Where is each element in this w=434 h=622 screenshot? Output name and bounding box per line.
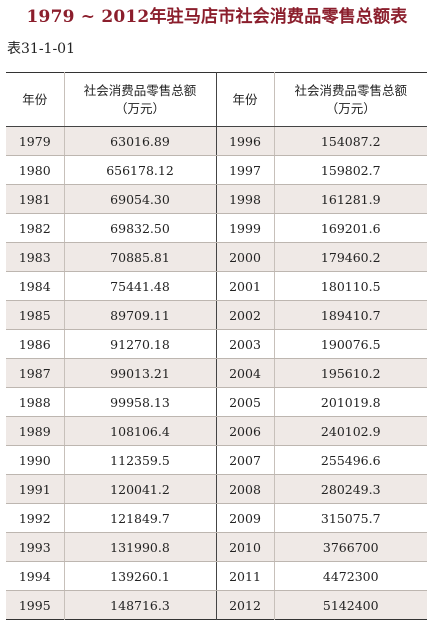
year-cell-right: 2011 <box>215 561 274 591</box>
table-row: 1986 91270.18 2003 190076.5 <box>6 329 427 359</box>
table-id: 表31-1-01 <box>7 41 75 57</box>
year-cell-left: 1990 <box>6 445 64 475</box>
retail-sales-table: 年份 社会消费品零售总额 （万元） 年份 社会消费品零售总额 （万元） 1979 63… <box>6 72 427 620</box>
table-row: 1983 70885.81 2000 179460.2 <box>6 242 427 272</box>
year-cell-right: 1997 <box>215 155 274 185</box>
table-row: 1987 99013.21 2004 195610.2 <box>6 358 427 388</box>
table-row: 1988 99958.13 2005 201019.8 <box>6 387 427 417</box>
amount-cell-right: 195610.2 <box>273 358 427 388</box>
amount-cell-left: 63016.89 <box>63 126 216 156</box>
table-row: 1990 112359.5 2007 255496.6 <box>6 445 427 475</box>
amount-cell-left: 121849.7 <box>63 503 216 533</box>
amount-cell-right: 169201.6 <box>273 213 427 243</box>
table-row: 1985 89709.11 2002 189410.7 <box>6 300 427 330</box>
amount-cell-left: 91270.18 <box>63 329 216 359</box>
amount-cell-left: 75441.48 <box>63 271 216 301</box>
table-row: 1982 69832.50 1999 169201.6 <box>6 213 427 243</box>
table-row: 1995 148716.3 2012 5142400 <box>6 590 427 620</box>
amount-cell-left: 139260.1 <box>63 561 216 591</box>
year-cell-right: 2003 <box>215 329 274 359</box>
amount-cell-right: 154087.2 <box>273 126 427 156</box>
year-cell-left: 1986 <box>6 329 64 359</box>
amount-cell-right: 190076.5 <box>273 329 427 359</box>
amount-cell-left: 131990.8 <box>63 532 216 562</box>
table-row: 1980 656178.12 1997 159802.7 <box>6 155 427 185</box>
year-cell-right: 1998 <box>215 184 274 214</box>
amount-cell-right: 3766700 <box>273 532 427 562</box>
year-cell-right: 2002 <box>215 300 274 330</box>
year-cell-left: 1979 <box>6 126 64 156</box>
amount-cell-left: 69054.30 <box>63 184 216 214</box>
year-cell-left: 1989 <box>6 416 64 446</box>
year-cell-right: 1996 <box>215 126 274 156</box>
year-cell-left: 1984 <box>6 271 64 301</box>
amount-cell-right: 315075.7 <box>273 503 427 533</box>
year-cell-right: 2008 <box>215 474 274 504</box>
year-cell-left: 1994 <box>6 561 64 591</box>
amount-cell-left: 656178.12 <box>63 155 216 185</box>
header-year-right: 年份 <box>215 72 274 127</box>
amount-cell-left: 148716.3 <box>63 590 216 620</box>
table-row: 1989 108106.4 2006 240102.9 <box>6 416 427 446</box>
year-cell-right: 2005 <box>215 387 274 417</box>
table-row: 1993 131990.8 2010 3766700 <box>6 532 427 562</box>
header-amount-left: 社会消费品零售总额 （万元） <box>63 72 216 127</box>
year-cell-right: 2000 <box>215 242 274 272</box>
year-cell-right: 2006 <box>215 416 274 446</box>
header-year-left: 年份 <box>6 72 64 127</box>
amount-cell-right: 4472300 <box>273 561 427 591</box>
amount-cell-right: 180110.5 <box>273 271 427 301</box>
amount-cell-right: 201019.8 <box>273 387 427 417</box>
amount-cell-right: 189410.7 <box>273 300 427 330</box>
amount-cell-right: 179460.2 <box>273 242 427 272</box>
page-title: 1979 ~ 2012年驻马店市社会消费品零售总额表 <box>26 7 408 27</box>
amount-cell-left: 89709.11 <box>63 300 216 330</box>
year-cell-left: 1987 <box>6 358 64 388</box>
year-cell-right: 2009 <box>215 503 274 533</box>
table-row: 1994 139260.1 2011 4472300 <box>6 561 427 591</box>
amount-cell-right: 161281.9 <box>273 184 427 214</box>
year-cell-left: 1995 <box>6 590 64 620</box>
year-cell-right: 2010 <box>215 532 274 562</box>
amount-cell-left: 70885.81 <box>63 242 216 272</box>
table-row: 1981 69054.30 1998 161281.9 <box>6 184 427 214</box>
year-cell-right: 2012 <box>215 590 274 620</box>
year-cell-left: 1992 <box>6 503 64 533</box>
year-cell-left: 1993 <box>6 532 64 562</box>
amount-cell-left: 112359.5 <box>63 445 216 475</box>
amount-cell-left: 120041.2 <box>63 474 216 504</box>
amount-cell-left: 99958.13 <box>63 387 216 417</box>
header-amount-right: 社会消费品零售总额 （万元） <box>273 72 427 127</box>
table-row: 1984 75441.48 2001 180110.5 <box>6 271 427 301</box>
year-cell-left: 1983 <box>6 242 64 272</box>
amount-cell-right: 255496.6 <box>273 445 427 475</box>
year-cell-left: 1981 <box>6 184 64 214</box>
amount-cell-right: 5142400 <box>273 590 427 620</box>
year-cell-right: 2007 <box>215 445 274 475</box>
year-cell-left: 1980 <box>6 155 64 185</box>
year-cell-left: 1991 <box>6 474 64 504</box>
year-cell-right: 2004 <box>215 358 274 388</box>
year-cell-right: 1999 <box>215 213 274 243</box>
year-cell-left: 1982 <box>6 213 64 243</box>
amount-cell-right: 240102.9 <box>273 416 427 446</box>
table-row: 1979 63016.89 1996 154087.2 <box>6 126 427 156</box>
year-cell-left: 1988 <box>6 387 64 417</box>
amount-cell-left: 108106.4 <box>63 416 216 446</box>
year-cell-right: 2001 <box>215 271 274 301</box>
table-row: 1991 120041.2 2008 280249.3 <box>6 474 427 504</box>
amount-cell-right: 159802.7 <box>273 155 427 185</box>
table-row: 1992 121849.7 2009 315075.7 <box>6 503 427 533</box>
table-header-row: 年份 社会消费品零售总额 （万元） 年份 社会消费品零售总额 （万元） <box>6 72 427 127</box>
amount-cell-left: 69832.50 <box>63 213 216 243</box>
year-cell-left: 1985 <box>6 300 64 330</box>
amount-cell-right: 280249.3 <box>273 474 427 504</box>
amount-cell-left: 99013.21 <box>63 358 216 388</box>
